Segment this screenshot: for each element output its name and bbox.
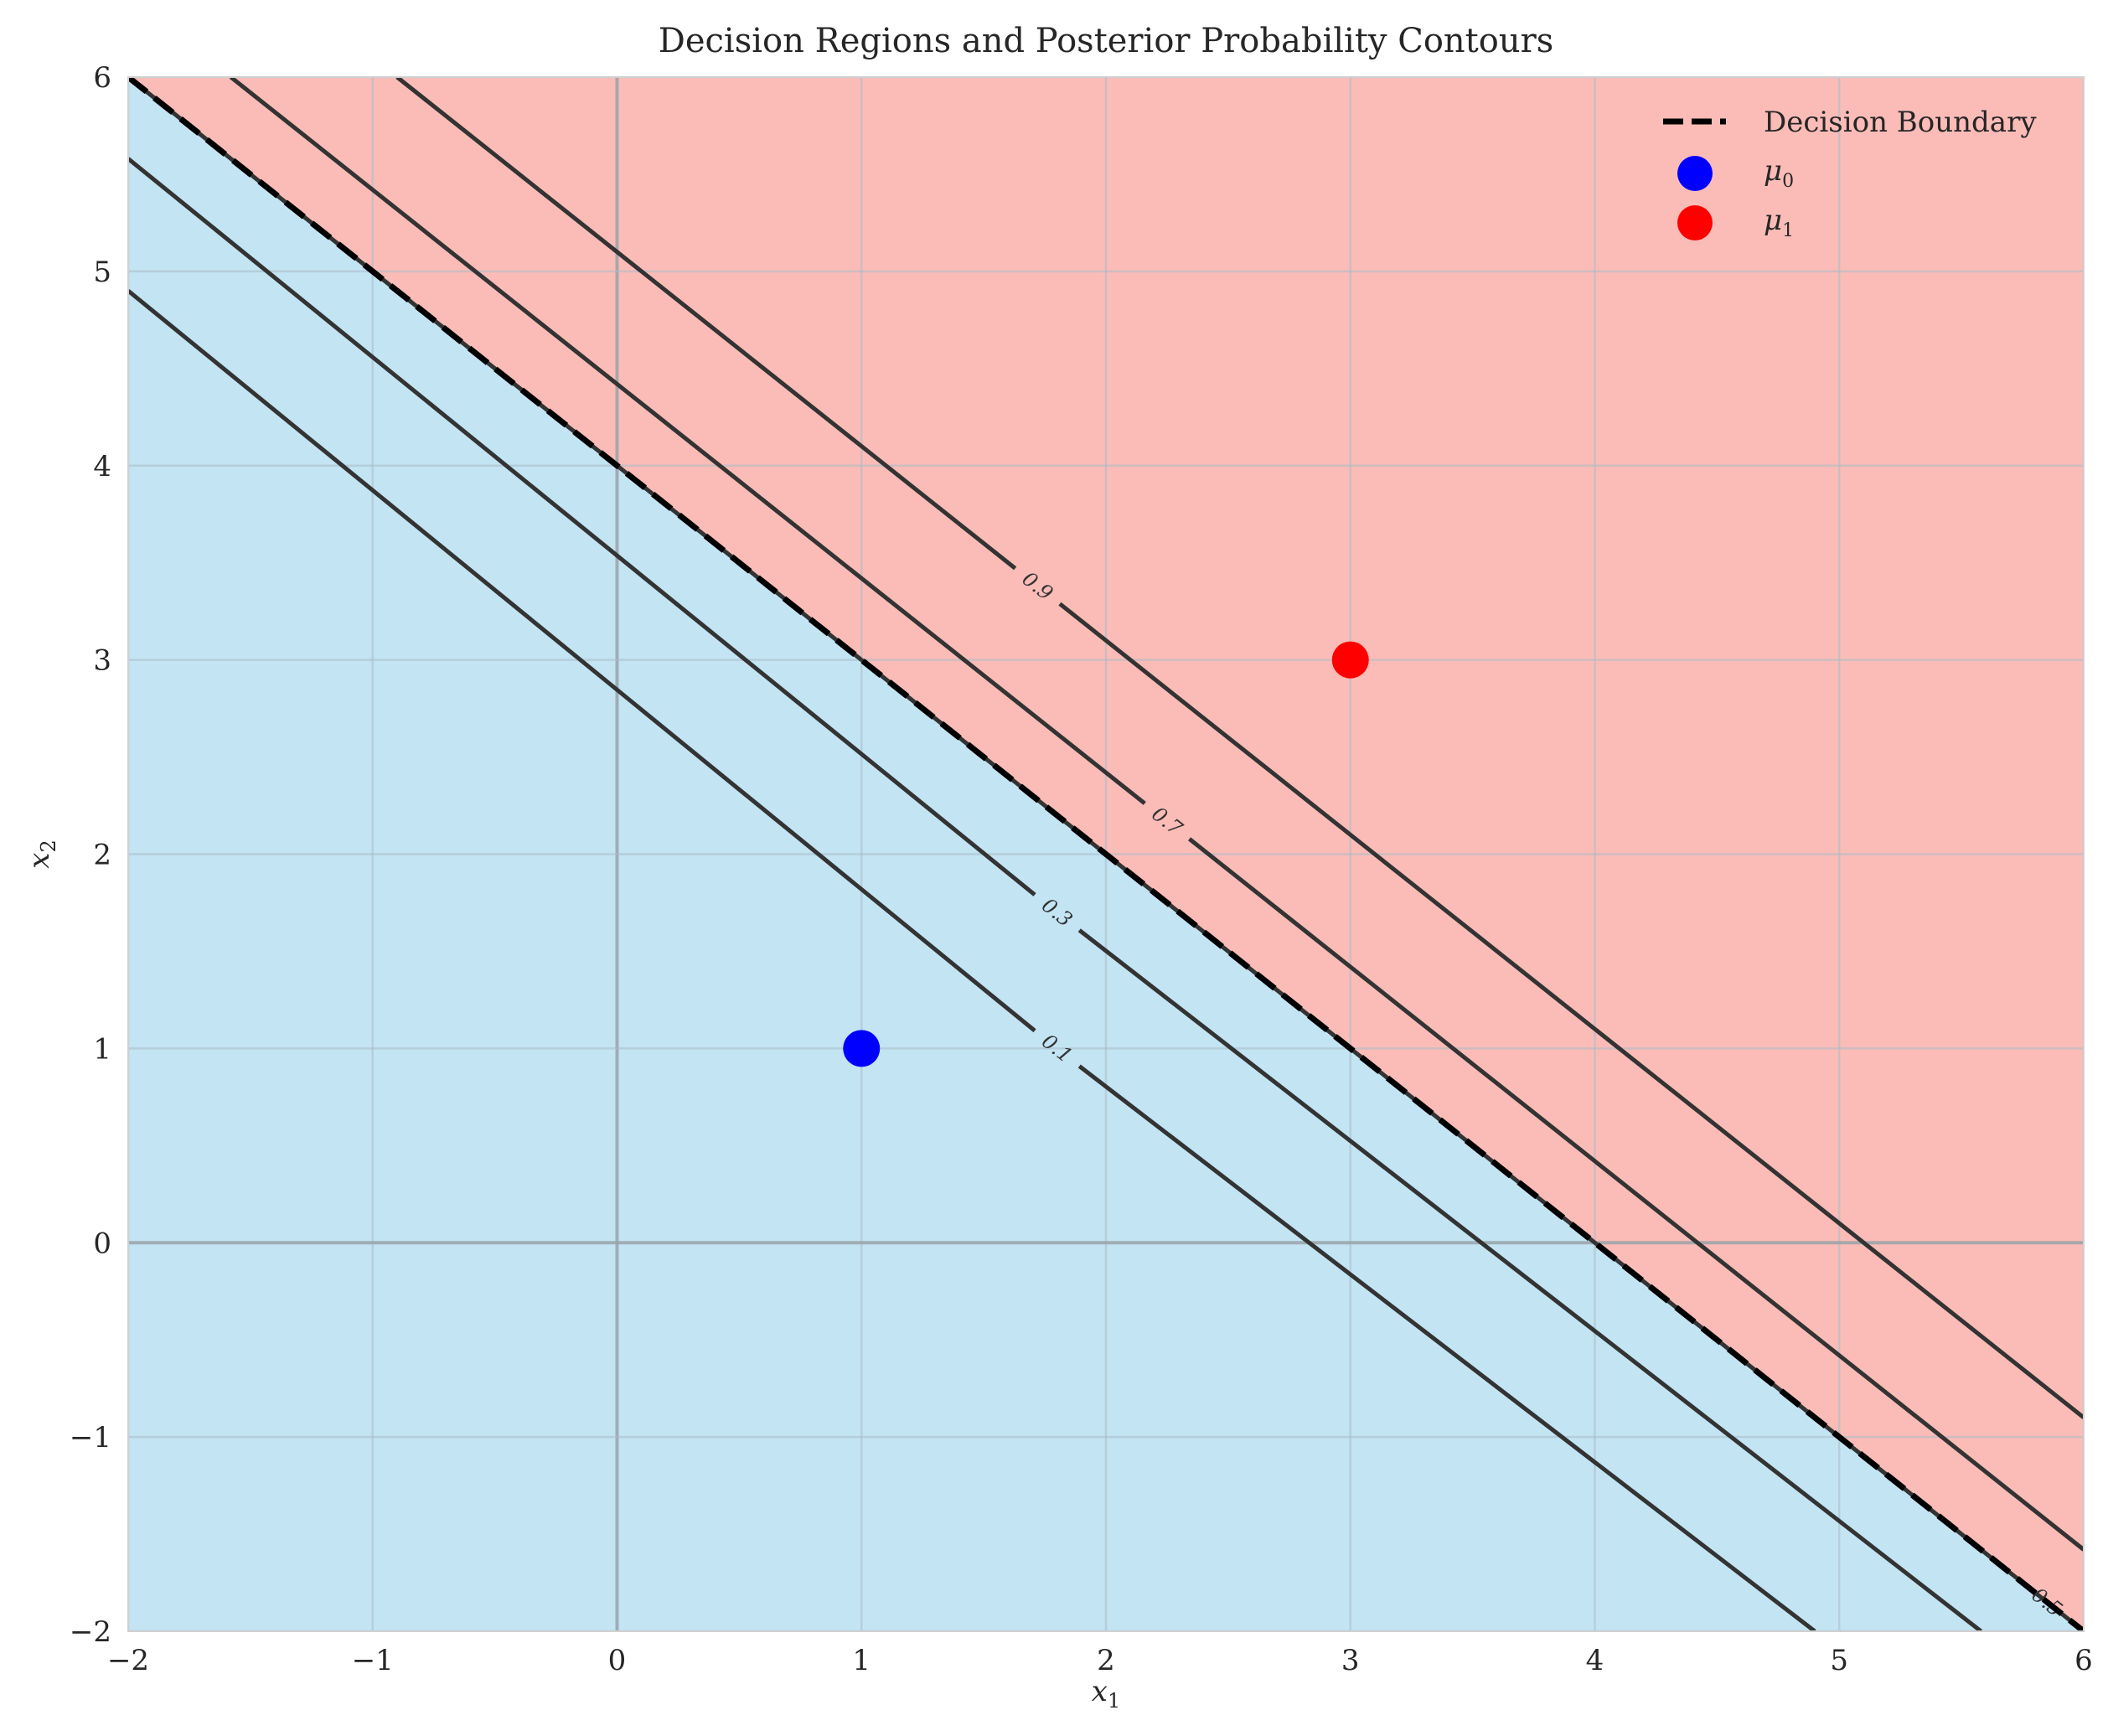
x-tick-label: −2 xyxy=(107,1644,149,1677)
chart-title: Decision Regions and Posterior Probabili… xyxy=(659,22,1553,60)
x-tick-label: 1 xyxy=(852,1644,871,1677)
grid xyxy=(128,77,2084,1631)
contour-line xyxy=(1077,1064,1816,1631)
class-means xyxy=(843,641,1369,1067)
contour-line xyxy=(1077,928,1982,1631)
contour-line xyxy=(128,157,1036,896)
x-tick-label: 5 xyxy=(1830,1644,1848,1677)
contour-line xyxy=(1187,837,2084,1552)
x-tick-label: 0 xyxy=(608,1644,627,1677)
x-tick-label: −1 xyxy=(352,1644,394,1677)
mean-point-mu1 xyxy=(1331,641,1369,679)
legend: Decision Boundary μ0 μ1 xyxy=(1663,106,2037,241)
y-tick-label: 5 xyxy=(93,256,111,289)
y-tick-label: 3 xyxy=(93,644,111,678)
decision-boundary xyxy=(128,77,2084,1631)
x-tick-label: 2 xyxy=(1097,1644,1115,1677)
legend-decision-boundary-label: Decision Boundary xyxy=(1764,106,2037,139)
x-tick-label: 3 xyxy=(1341,1644,1360,1677)
x-axis-label: x1 xyxy=(1092,1675,1120,1713)
decision-boundary-line xyxy=(128,77,2084,1631)
y-axis-label: x2 xyxy=(23,840,60,868)
y-tick-label: 1 xyxy=(93,1032,111,1066)
legend-mu1-marker xyxy=(1677,205,1713,240)
legend-mu0-marker xyxy=(1677,156,1713,191)
contour-line xyxy=(395,77,1017,571)
legend-mu0-label: μ0 xyxy=(1764,154,1794,192)
y-axis-ticks: −2 −1 0 1 2 3 4 5 6 xyxy=(70,61,111,1649)
y-tick-label: 0 xyxy=(93,1227,111,1260)
y-tick-label: 2 xyxy=(93,839,111,872)
contour-line xyxy=(229,77,1146,805)
x-tick-label: 4 xyxy=(1586,1644,1604,1677)
y-tick-label: 4 xyxy=(93,450,111,483)
x-tick-label: 6 xyxy=(2074,1644,2093,1677)
y-tick-label: −1 xyxy=(70,1421,111,1454)
y-tick-label: 6 xyxy=(93,61,111,95)
x-axis-ticks: −2 −1 0 1 2 3 4 5 6 xyxy=(107,1644,2093,1677)
contour-line xyxy=(128,289,1036,1033)
contour-line xyxy=(1058,602,2084,1419)
y-tick-label: −2 xyxy=(70,1615,111,1649)
plot-frame xyxy=(127,76,2085,1632)
legend-mu1-label: μ1 xyxy=(1764,204,1794,241)
mean-point-mu0 xyxy=(843,1030,881,1067)
